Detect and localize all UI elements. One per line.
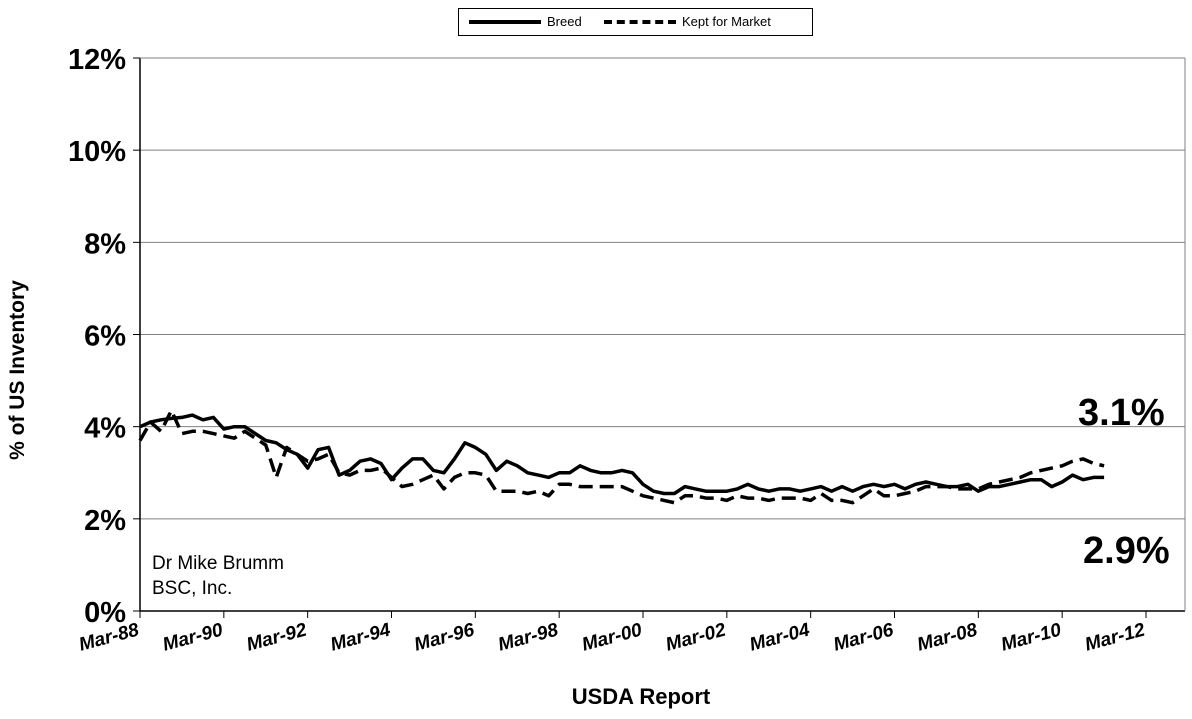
y-tick-label: 0% [84,597,126,629]
x-tick-label: Mar-08 [915,619,980,655]
y-tick-label: 2% [84,505,126,537]
legend-label-kept-for-market: Kept for Market [682,14,771,29]
x-tick-label: Mar-06 [831,619,896,655]
x-tick-label: Mar-12 [1083,619,1148,655]
series-line-kept-for-market [138,408,1105,505]
y-tick-label: 10% [68,136,126,168]
x-tick-label: Mar-10 [999,619,1064,655]
end-label-kept-for-market: 3.1% [1078,392,1165,434]
legend-swatch-breed [469,19,541,24]
legend-item-kept-for-market: Kept for Market [604,14,771,29]
x-tick-label: Mar-00 [580,619,645,655]
x-tick-label: Mar-98 [496,619,561,655]
y-tick-label: 6% [84,321,126,353]
y-tick-label: 12% [68,44,126,76]
y-tick-label: 4% [84,413,126,445]
credit-author: Dr Mike Brumm [152,553,284,574]
y-axis-title: % of US Inventory [6,280,29,460]
x-tick-label: Mar-02 [664,619,729,655]
legend-label-breed: Breed [547,14,582,29]
legend: Breed Kept for Market [458,8,813,36]
x-axis-title: USDA Report [571,684,711,709]
x-tick-label: Mar-90 [161,619,226,655]
legend-item-breed: Breed [469,14,582,29]
x-tick-label: Mar-92 [244,619,309,655]
x-tick-label: Mar-04 [747,619,812,655]
end-label-breed: 2.9% [1083,530,1170,572]
x-tick-label: Mar-96 [412,619,477,655]
x-tick-label: Mar-94 [328,619,393,655]
credit-company: BSC, Inc. [152,578,233,599]
y-tick-label: 8% [84,228,126,260]
legend-swatch-kept-for-market [604,19,676,24]
